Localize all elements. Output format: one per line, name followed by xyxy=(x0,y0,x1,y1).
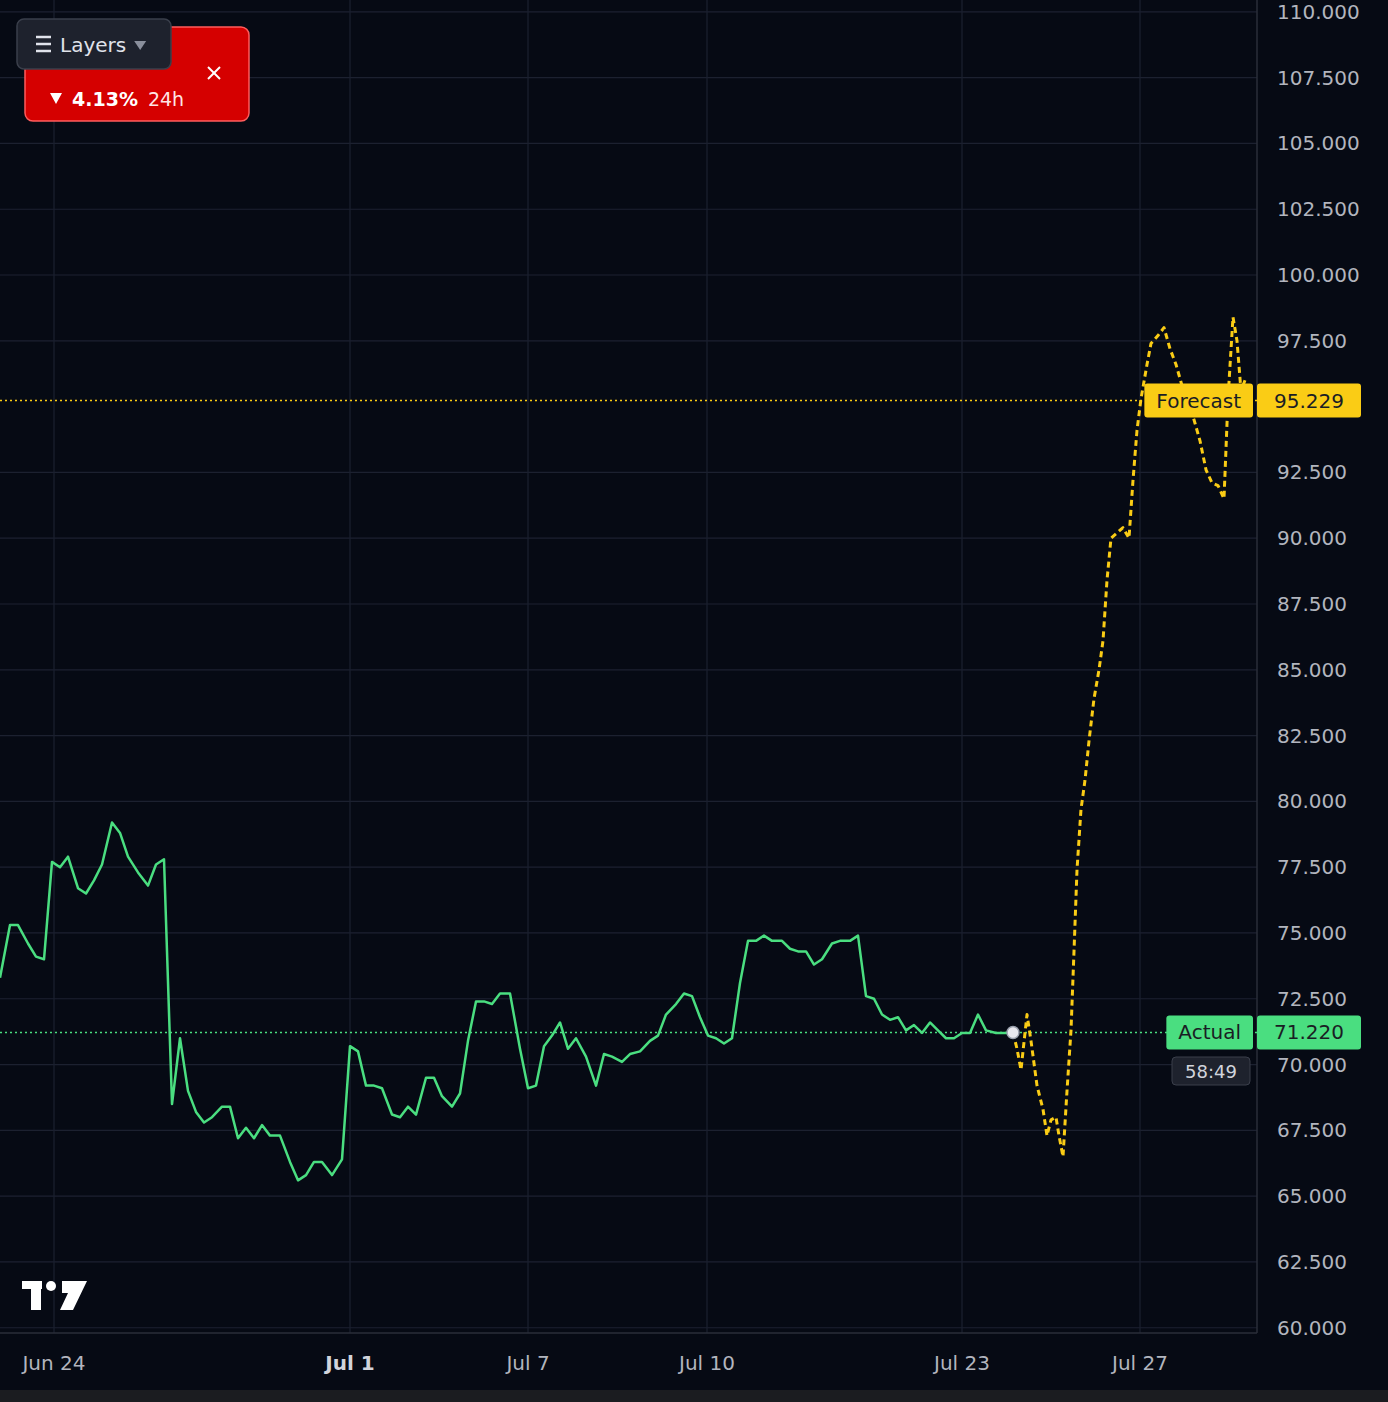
series-line xyxy=(0,822,1013,1180)
x-tick-label: Jul 7 xyxy=(504,1351,549,1375)
y-tick-label: 85.000 xyxy=(1277,658,1347,682)
y-grid-line xyxy=(0,472,1257,473)
x-grid-line xyxy=(961,0,962,1333)
y-tick-label: 92.500 xyxy=(1277,460,1347,484)
countdown-text: 58:49 xyxy=(1185,1061,1237,1082)
y-tick-label: 82.500 xyxy=(1277,724,1347,748)
countdown: 58:49 xyxy=(1172,1057,1250,1085)
chart: 60.000 62.500 65.000 67.500 70.000 72.500 75.0… xyxy=(0,0,1388,1402)
logo-part xyxy=(31,1281,41,1310)
change-period: 24h xyxy=(148,88,184,110)
y-tick-label: 105.000 xyxy=(1277,131,1360,155)
change-value: 4.13% xyxy=(72,88,138,110)
x-tick-label: Jul 23 xyxy=(932,1351,990,1375)
y-axis-line xyxy=(1256,0,1258,1333)
price-badge: Actual 71.220 xyxy=(1166,1015,1361,1049)
y-tick-label: 70.000 xyxy=(1277,1053,1347,1077)
x-tick-labels: Jun 24 Jul 1 Jul 7 Jul 10 Jul 23 Jul 27 xyxy=(20,1351,1168,1375)
badge-name-bg xyxy=(1166,1015,1253,1049)
y-grid-line xyxy=(0,1261,1257,1262)
y-tick-label: 75.000 xyxy=(1277,921,1347,945)
menu-icon-bar xyxy=(36,50,51,53)
y-tick-labels: 60.000 62.500 65.000 67.500 70.000 72.500 75.0… xyxy=(1277,0,1360,1340)
y-grid-line xyxy=(0,998,1257,999)
y-grid-line xyxy=(0,735,1257,736)
logo-part xyxy=(46,1281,56,1291)
price-badge: Forecast 95.229 xyxy=(1144,384,1361,418)
y-tick-label: 67.500 xyxy=(1277,1118,1347,1142)
layers-button[interactable]: Layers xyxy=(17,19,171,69)
bottom-strip xyxy=(0,1390,1388,1402)
x-tick-label: Jun 24 xyxy=(20,1351,85,1375)
y-tick-label: 60.000 xyxy=(1277,1316,1347,1340)
grid xyxy=(0,0,1257,1333)
price-line xyxy=(0,400,1257,402)
countdown-bg xyxy=(1172,1057,1250,1085)
background xyxy=(0,0,1388,1402)
y-tick-label: 90.000 xyxy=(1277,526,1347,550)
dropdown-icon xyxy=(134,41,146,50)
y-grid-line xyxy=(0,603,1257,604)
y-grid-line xyxy=(0,669,1257,670)
y-tick-label: 65.000 xyxy=(1277,1184,1347,1208)
price-lines xyxy=(0,401,1257,1033)
y-grid-line xyxy=(0,340,1257,341)
y-grid-line xyxy=(0,1130,1257,1131)
y-grid-line xyxy=(0,11,1257,12)
badge-value: 71.220 xyxy=(1274,1020,1344,1044)
x-tick-label: Jul 27 xyxy=(1110,1351,1168,1375)
close-stroke xyxy=(208,67,220,79)
menu-icon-bar xyxy=(36,36,51,39)
y-grid-line xyxy=(0,867,1257,868)
price-line xyxy=(0,1032,1257,1034)
y-tick-label: 107.500 xyxy=(1277,66,1360,90)
y-tick-label: 97.500 xyxy=(1277,329,1347,353)
x-tick-label: Jul 1 xyxy=(323,1351,374,1375)
x-grid-line xyxy=(53,0,54,1333)
badge-name: Forecast xyxy=(1156,389,1241,413)
menu-icon-bar xyxy=(36,43,51,46)
y-grid-line xyxy=(0,209,1257,210)
y-grid-line xyxy=(0,932,1257,933)
close-stroke xyxy=(208,67,220,79)
badge-value-bg xyxy=(1257,1015,1361,1049)
y-tick-label: 80.000 xyxy=(1277,789,1347,813)
y-grid-line xyxy=(0,801,1257,802)
direction-icon xyxy=(50,93,62,104)
x-grid-line xyxy=(1139,0,1140,1333)
series-group xyxy=(0,317,1245,1180)
badge-value-bg xyxy=(1257,384,1361,418)
logo-part xyxy=(60,1281,87,1310)
y-tick-label: 77.500 xyxy=(1277,855,1347,879)
y-grid-line xyxy=(0,274,1257,275)
x-grid-line xyxy=(706,0,707,1333)
y-grid-line xyxy=(0,1196,1257,1197)
y-tick-label: 110.000 xyxy=(1277,0,1360,24)
y-tick-label: 102.500 xyxy=(1277,197,1360,221)
last-point-marker xyxy=(1007,1026,1019,1038)
y-grid-line xyxy=(0,143,1257,144)
layers-button-bg xyxy=(17,19,171,69)
y-tick-label: 62.500 xyxy=(1277,1250,1347,1274)
y-grid-line xyxy=(0,1327,1257,1328)
x-tick-label: Jul 10 xyxy=(677,1351,735,1375)
y-grid-line xyxy=(0,538,1257,539)
badge-name-bg xyxy=(1144,384,1253,418)
x-grid-line xyxy=(349,0,350,1333)
logo xyxy=(22,1281,87,1310)
layers-label: Layers xyxy=(60,33,126,57)
x-grid-line xyxy=(527,0,528,1333)
badge-name: Actual xyxy=(1178,1020,1241,1044)
y-tick-label: 72.500 xyxy=(1277,987,1347,1011)
series-line xyxy=(1013,317,1245,1157)
y-tick-label: 100.000 xyxy=(1277,263,1360,287)
x-axis-line xyxy=(0,1332,1257,1334)
badge-value: 95.229 xyxy=(1274,389,1344,413)
close-icon[interactable] xyxy=(208,67,220,79)
y-tick-label: 87.500 xyxy=(1277,592,1347,616)
